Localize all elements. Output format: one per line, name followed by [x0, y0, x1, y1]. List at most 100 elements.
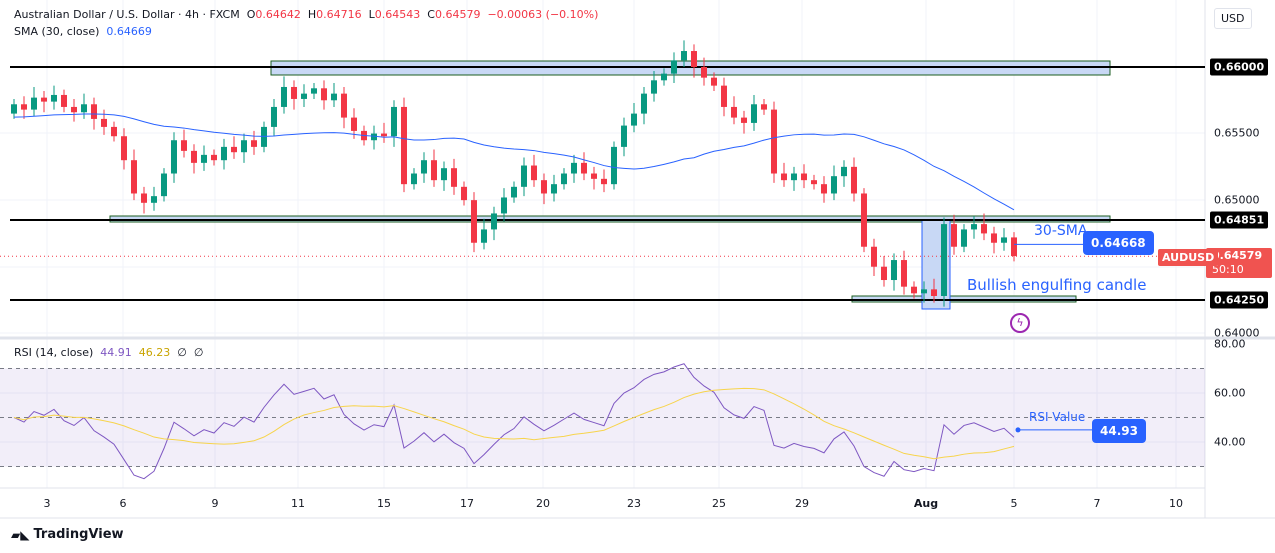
time-label: 3 — [43, 497, 51, 510]
candle-body — [181, 140, 187, 151]
candle-body — [901, 260, 907, 287]
events-icon[interactable]: ϟ — [1010, 313, 1030, 333]
candle-body — [731, 106, 737, 118]
candle-body — [451, 168, 457, 187]
candle-body — [341, 93, 347, 118]
candle-body — [851, 166, 857, 194]
candle-body — [461, 186, 467, 201]
sma-value-box: 0.64668 — [1083, 231, 1154, 255]
candle-body — [891, 260, 897, 281]
candle-body — [381, 133, 387, 137]
candle-body — [481, 229, 487, 243]
candle-body — [1001, 237, 1007, 243]
candle-body — [881, 266, 887, 281]
candle-body — [721, 85, 727, 107]
candle-body — [581, 162, 587, 174]
rsi-axis-label: 80.00 — [1214, 337, 1246, 351]
candle-body — [741, 117, 747, 123]
candle-body — [871, 246, 877, 267]
candle-body — [91, 104, 97, 119]
candle-body — [491, 213, 497, 230]
candle-body — [171, 140, 177, 174]
candle-body — [821, 184, 827, 194]
time-label: 10 — [1169, 497, 1183, 510]
candle-body — [161, 173, 167, 197]
tradingview-logo[interactable]: ▰◣ TradingView — [11, 527, 124, 542]
time-label: 17 — [460, 497, 474, 510]
candle-body — [251, 140, 257, 147]
candle-body — [441, 168, 447, 181]
candle-body — [941, 224, 947, 297]
rsi-arrow-dot — [1015, 427, 1021, 433]
level-label-64851: 0.64851 — [1210, 211, 1269, 229]
legend-sma[interactable]: SMA (30, close) 0.64669 — [14, 25, 152, 38]
candle-body — [761, 104, 767, 110]
time-label: 11 — [291, 497, 305, 510]
candle-body — [701, 67, 707, 78]
candle-body — [371, 133, 377, 141]
legend-rsi[interactable]: RSI (14, close) 44.91 46.23 ∅ ∅ — [14, 346, 204, 359]
candle-body — [681, 51, 687, 61]
candle-body — [631, 113, 637, 126]
candle-body — [271, 106, 277, 127]
candle-body — [61, 94, 67, 107]
candle-body — [351, 117, 357, 131]
candle-body — [831, 176, 837, 194]
time-label: 5 — [1010, 497, 1018, 510]
candle-body — [651, 80, 657, 94]
price-label: 0.64000 — [1214, 326, 1260, 340]
candle-body — [551, 184, 557, 194]
candle-body — [811, 180, 817, 185]
candle-body — [321, 88, 327, 101]
candle-body — [561, 173, 567, 185]
currency-button[interactable]: USD — [1214, 8, 1252, 29]
candle-body — [151, 196, 157, 203]
candle-body — [621, 125, 627, 147]
candle-body — [331, 93, 337, 101]
sma-annotation: 30-SMA — [1034, 223, 1088, 239]
candle-body — [501, 197, 507, 214]
candle-body — [431, 160, 437, 181]
candle-body — [1011, 237, 1017, 257]
candle-body — [41, 97, 47, 102]
candle-body — [81, 104, 87, 113]
rsi-ma-line — [13, 387, 1015, 460]
candle-body — [281, 86, 287, 107]
candle-body — [641, 93, 647, 114]
candle-body — [611, 146, 617, 185]
candle-body — [751, 104, 757, 123]
time-label: 23 — [627, 497, 641, 510]
candle-body — [241, 140, 247, 153]
candle-body — [861, 193, 867, 247]
candle-body — [931, 289, 937, 297]
candle-body — [291, 86, 297, 99]
candle-body — [571, 162, 577, 174]
candle-body — [141, 193, 147, 203]
candle-body — [201, 154, 207, 163]
candle-body — [671, 60, 677, 74]
candle-body — [221, 146, 227, 161]
candle-body — [191, 150, 197, 163]
time-label: 29 — [795, 497, 809, 510]
candle-body — [981, 224, 987, 234]
candle-body — [11, 104, 17, 114]
candle-body — [711, 77, 717, 86]
candle-body — [21, 104, 27, 110]
candle-body — [971, 224, 977, 230]
time-label: 25 — [712, 497, 726, 510]
candle-body — [71, 106, 77, 113]
candle-body — [951, 224, 957, 247]
time-label: 15 — [377, 497, 391, 510]
time-label: 7 — [1093, 497, 1101, 510]
candle-body — [531, 165, 537, 181]
time-label: 6 — [119, 497, 127, 510]
candle-body — [231, 146, 237, 153]
legend-symbol: Australian Dollar / U.S. Dollar · 4h · F… — [14, 8, 599, 21]
candle-body — [111, 126, 117, 137]
candle-body — [311, 88, 317, 94]
engulfing-annotation: Bullish engulfing candle — [967, 276, 1147, 294]
candle-body — [511, 186, 517, 198]
candle-body — [391, 106, 397, 137]
candle-body — [421, 160, 427, 174]
